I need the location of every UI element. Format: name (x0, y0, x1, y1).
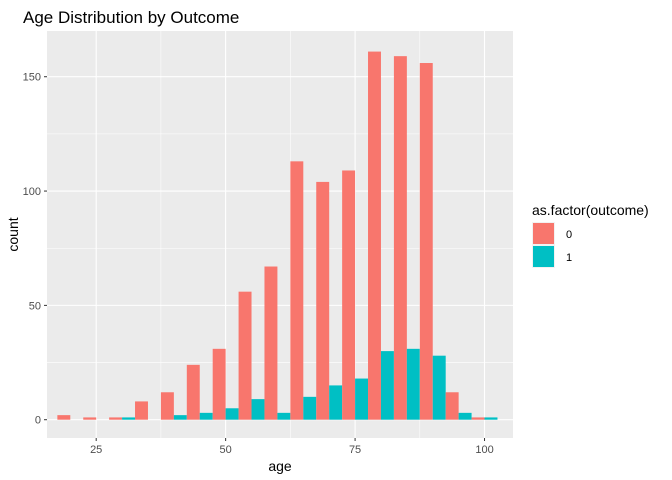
bar-outcome-1 (303, 396, 317, 420)
bar-outcome-0 (342, 170, 356, 420)
y-tick-label: 0 (35, 415, 41, 427)
y-tick-label: 50 (29, 300, 41, 312)
bar-outcome-1 (277, 412, 291, 420)
bar-outcome-0 (419, 63, 433, 420)
bar-outcome-1 (458, 412, 472, 420)
bar-outcome-0 (264, 266, 278, 420)
bar-outcome-1 (122, 417, 136, 420)
bar-outcome-1 (199, 412, 213, 420)
legend-label-outcome-1: 1 (566, 252, 572, 264)
bar-outcome-0 (393, 56, 407, 420)
bar-outcome-1 (251, 399, 265, 420)
legend-title: as.factor(outcome) (532, 202, 649, 218)
bar-outcome-0 (109, 417, 123, 420)
x-axis-title: age (268, 458, 292, 474)
bar-outcome-1 (432, 355, 446, 420)
bar-outcome-0 (445, 392, 459, 420)
bar-outcome-0 (471, 417, 485, 420)
bar-outcome-0 (368, 51, 381, 420)
bars (57, 51, 498, 420)
bar-outcome-1 (173, 415, 187, 420)
x-tick-label: 25 (90, 444, 102, 456)
bar-outcome-1 (406, 348, 420, 420)
x-tick-label: 100 (475, 444, 493, 456)
bar-outcome-1 (355, 378, 369, 420)
legend: as.factor(outcome) 0 1 (532, 202, 649, 268)
x-axis: 25 50 75 100 (90, 438, 494, 456)
bar-outcome-0 (135, 401, 148, 420)
y-axis: 0 50 100 150 (23, 72, 47, 427)
legend-key-outcome-1 (533, 246, 554, 267)
y-tick-label: 150 (23, 72, 41, 84)
y-axis-title: count (5, 217, 21, 251)
bar-outcome-0 (83, 417, 97, 420)
bar-outcome-0 (57, 415, 71, 420)
bar-outcome-1 (380, 351, 394, 420)
chart-title: Age Distribution by Outcome (23, 8, 239, 27)
bar-outcome-1 (484, 417, 498, 420)
bar-outcome-0 (186, 364, 200, 420)
y-tick-label: 100 (23, 186, 41, 198)
bar-outcome-0 (290, 161, 304, 420)
bar-outcome-0 (160, 392, 174, 420)
legend-label-outcome-0: 0 (566, 229, 572, 241)
bar-outcome-0 (316, 181, 330, 420)
x-tick-label: 50 (220, 444, 232, 456)
bar-outcome-0 (212, 348, 226, 420)
x-tick-label: 75 (349, 444, 361, 456)
bar-outcome-0 (238, 291, 252, 420)
bar-outcome-1 (329, 385, 343, 420)
legend-key-outcome-0 (533, 223, 554, 244)
bar-outcome-1 (225, 408, 239, 420)
